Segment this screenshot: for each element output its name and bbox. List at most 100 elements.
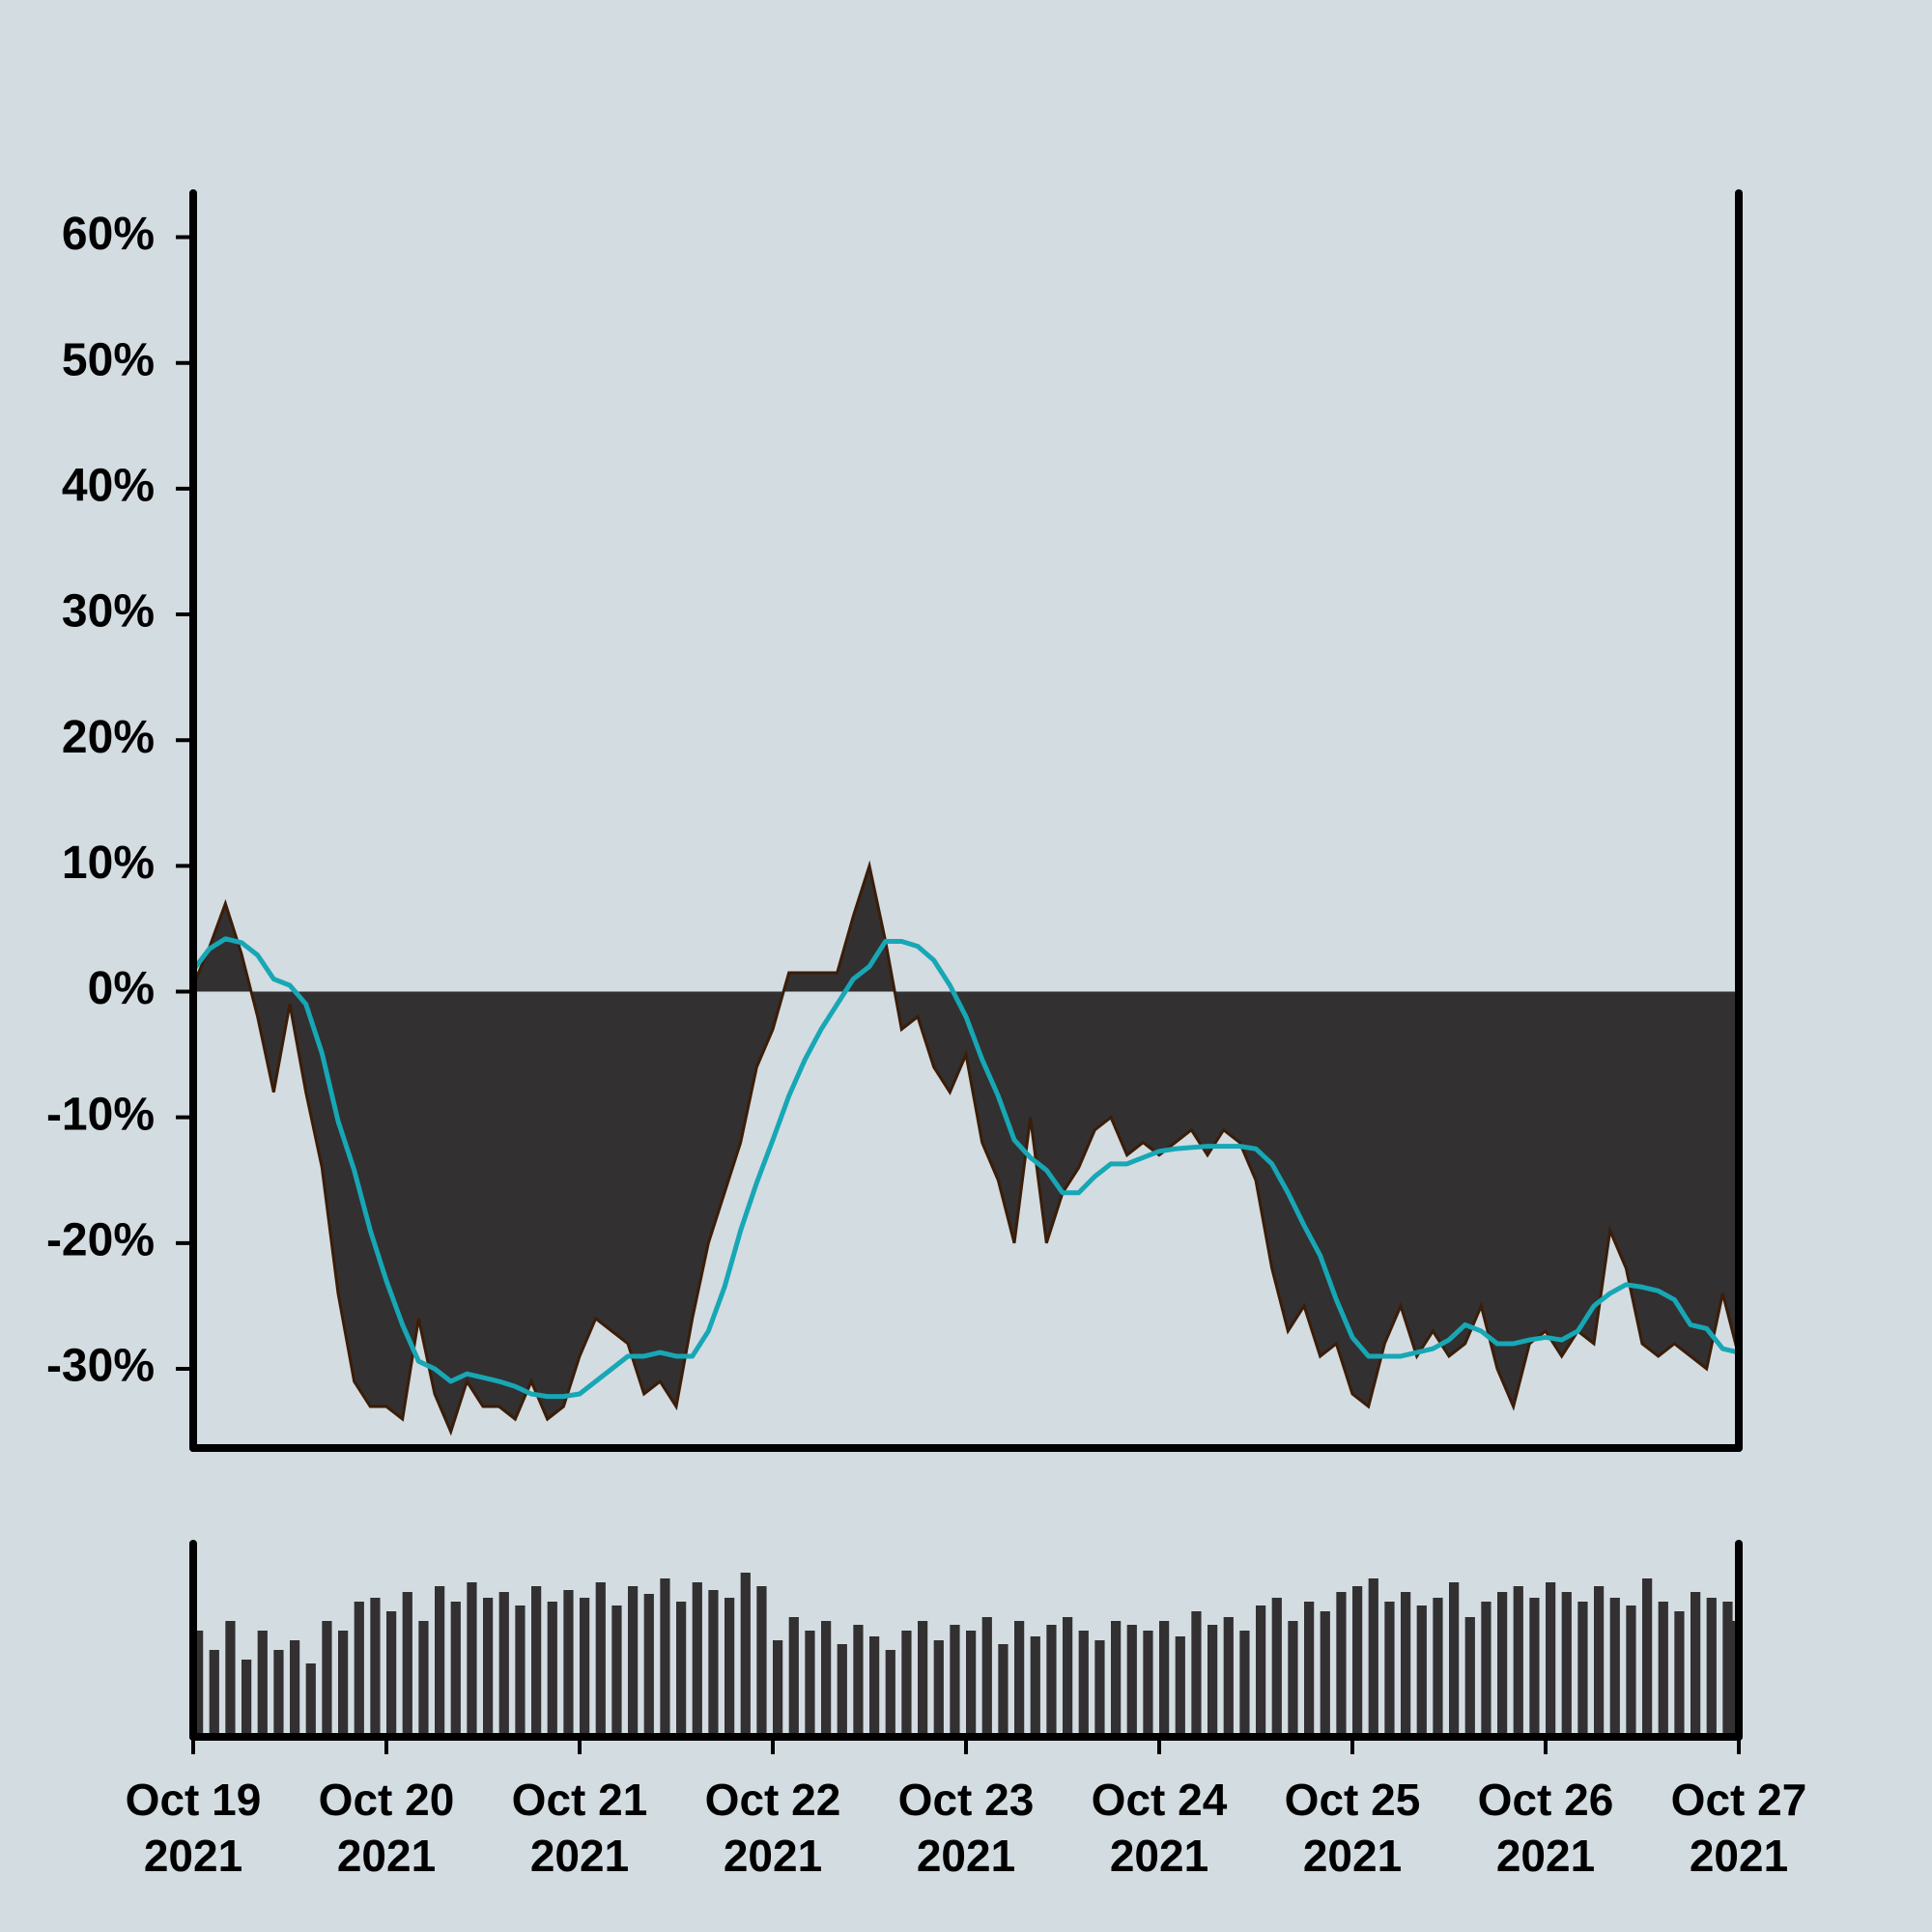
bar bbox=[1288, 1621, 1298, 1737]
bar bbox=[708, 1590, 719, 1737]
bar bbox=[788, 1617, 799, 1737]
bar bbox=[1208, 1625, 1218, 1737]
bar bbox=[386, 1611, 397, 1737]
bar bbox=[1577, 1602, 1588, 1737]
bar bbox=[1449, 1582, 1460, 1737]
bar bbox=[1111, 1621, 1122, 1737]
bar bbox=[305, 1663, 316, 1737]
y-tick-label: 40% bbox=[62, 461, 155, 512]
bar bbox=[1728, 1621, 1739, 1737]
y-tick-label: -10% bbox=[46, 1089, 155, 1140]
bar bbox=[1352, 1586, 1363, 1737]
bar bbox=[1401, 1592, 1411, 1737]
bar bbox=[1513, 1586, 1523, 1737]
bar bbox=[1416, 1605, 1427, 1737]
bar bbox=[354, 1602, 364, 1737]
bar bbox=[837, 1644, 847, 1737]
bar bbox=[1546, 1582, 1556, 1737]
bar bbox=[1529, 1598, 1540, 1737]
bar bbox=[1239, 1631, 1250, 1737]
bar bbox=[998, 1644, 1009, 1737]
y-tick-label: 0% bbox=[88, 963, 155, 1014]
bar bbox=[498, 1592, 509, 1737]
bar bbox=[193, 1631, 204, 1737]
bar bbox=[1626, 1605, 1636, 1737]
bar bbox=[515, 1605, 526, 1737]
bar bbox=[643, 1594, 654, 1737]
bar bbox=[869, 1636, 880, 1737]
bar bbox=[821, 1621, 832, 1737]
bar bbox=[338, 1631, 349, 1737]
bar bbox=[1014, 1621, 1025, 1737]
y-tick-label: 10% bbox=[62, 838, 155, 889]
bar bbox=[1464, 1617, 1475, 1737]
bar bbox=[1143, 1631, 1153, 1737]
bar bbox=[580, 1598, 590, 1737]
x-tick-label: Oct 27 2021 bbox=[1670, 1775, 1807, 1881]
bar bbox=[1674, 1611, 1685, 1737]
bar bbox=[1094, 1640, 1105, 1737]
bar bbox=[563, 1590, 574, 1737]
x-tick-label: Oct 23 2021 bbox=[897, 1775, 1035, 1881]
bar bbox=[611, 1605, 622, 1737]
y-tick-label: 20% bbox=[62, 712, 155, 763]
bar bbox=[1030, 1636, 1040, 1737]
y-tick-label: 30% bbox=[62, 586, 155, 638]
x-tick-label: Oct 21 2021 bbox=[511, 1775, 648, 1881]
x-tick-label: Oct 20 2021 bbox=[318, 1775, 455, 1881]
bar bbox=[322, 1621, 332, 1737]
bar bbox=[950, 1625, 960, 1737]
bar bbox=[1256, 1605, 1266, 1737]
x-tick-label: Oct 19 2021 bbox=[125, 1775, 262, 1881]
y-tick-label: -30% bbox=[46, 1341, 155, 1392]
bar bbox=[418, 1621, 429, 1737]
bar bbox=[918, 1621, 928, 1737]
bar bbox=[402, 1592, 412, 1737]
bar bbox=[595, 1582, 606, 1737]
bar bbox=[1223, 1617, 1234, 1737]
bar bbox=[435, 1586, 445, 1737]
bar bbox=[450, 1602, 461, 1737]
bar bbox=[1304, 1602, 1315, 1737]
bar bbox=[531, 1586, 542, 1737]
bar bbox=[981, 1617, 992, 1737]
area-edge bbox=[191, 860, 1741, 1436]
bar bbox=[1046, 1625, 1057, 1737]
bar bbox=[692, 1582, 702, 1737]
bar bbox=[1497, 1592, 1508, 1737]
bar bbox=[966, 1631, 977, 1737]
bar bbox=[467, 1582, 477, 1737]
bar bbox=[1126, 1625, 1137, 1737]
y-tick-label: 50% bbox=[62, 334, 155, 385]
bar bbox=[676, 1602, 687, 1737]
bar bbox=[933, 1640, 944, 1737]
bar bbox=[1336, 1592, 1347, 1737]
bar bbox=[724, 1598, 735, 1737]
bar bbox=[628, 1586, 639, 1737]
bar bbox=[1561, 1592, 1572, 1737]
bar bbox=[1433, 1598, 1443, 1737]
bar bbox=[773, 1640, 783, 1737]
bar bbox=[1159, 1621, 1170, 1737]
bar bbox=[242, 1660, 252, 1737]
bar bbox=[1063, 1617, 1073, 1737]
bar bbox=[225, 1621, 236, 1737]
bar bbox=[1658, 1602, 1668, 1737]
x-tick-label: Oct 22 2021 bbox=[704, 1775, 841, 1881]
bar bbox=[1481, 1602, 1492, 1737]
bar bbox=[273, 1650, 284, 1737]
bar bbox=[1706, 1598, 1717, 1737]
bar bbox=[1078, 1631, 1089, 1737]
bar bbox=[1642, 1578, 1653, 1737]
bar bbox=[1594, 1586, 1605, 1737]
bar bbox=[1175, 1636, 1185, 1737]
bar bbox=[1384, 1602, 1395, 1737]
bar bbox=[1722, 1602, 1733, 1737]
x-tick-label: Oct 25 2021 bbox=[1284, 1775, 1421, 1881]
bar bbox=[901, 1631, 912, 1737]
bar bbox=[805, 1631, 815, 1737]
x-tick-label: Oct 26 2021 bbox=[1477, 1775, 1614, 1881]
bar bbox=[740, 1573, 751, 1737]
